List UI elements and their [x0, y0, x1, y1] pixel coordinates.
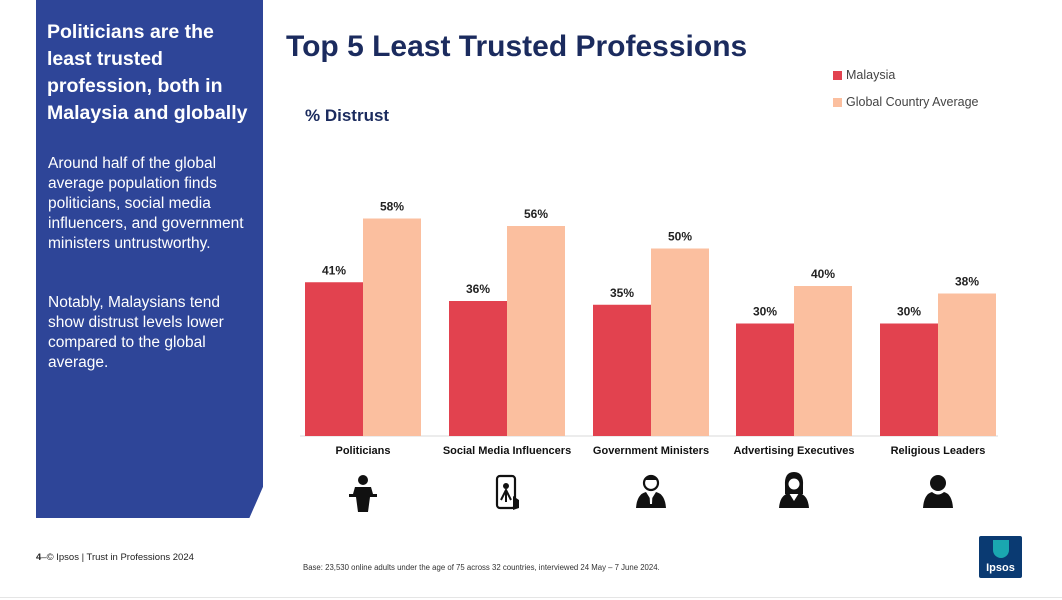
legend-label-global: Global Country Average [846, 95, 979, 109]
bar-malaysia-politicians [305, 282, 363, 436]
data-label-global-social-media-influencers: 56% [524, 207, 548, 221]
legend-swatch-malaysia [833, 70, 842, 80]
category-label-religious-leaders: Religious Leaders [891, 445, 986, 457]
data-label-global-advertising-executives: 40% [811, 267, 835, 281]
category-label-politicians: Politicians [335, 445, 390, 457]
source-text: © Ipsos | Trust in Professions 2024 [46, 552, 194, 563]
bar-malaysia-religious-leaders [880, 323, 938, 436]
bar-malaysia-social-media-influencers [449, 301, 507, 436]
logo-text: Ipsos [986, 562, 1015, 574]
data-label-malaysia-social-media-influencers: 36% [466, 282, 490, 296]
logo-arc-icon [993, 540, 1009, 558]
summary-heading: Politicians are the least trusted profes… [47, 21, 248, 124]
legend-label-malaysia: Malaysia [846, 68, 896, 82]
bar-global-religious-leaders [938, 293, 996, 436]
influencer-phone-icon [495, 474, 519, 510]
data-label-global-politicians: 58% [380, 200, 404, 214]
footer-source: 4–© Ipsos | Trust in Professions 2024 [36, 552, 194, 563]
executive-icon [779, 472, 809, 508]
bar-malaysia-government-ministers [593, 304, 651, 436]
bar-global-social-media-influencers [507, 226, 565, 436]
data-label-global-government-ministers: 50% [668, 230, 692, 244]
legend-item-malaysia: Malaysia [833, 68, 979, 82]
category-label-social-media-influencers: Social Media Influencers [443, 445, 571, 457]
bottom-rule [0, 597, 1062, 598]
legend-swatch-global [833, 97, 842, 107]
bar-malaysia-advertising-executives [736, 323, 794, 436]
page-number: 4 [36, 552, 42, 563]
bar-global-government-ministers [651, 248, 709, 436]
data-label-malaysia-politicians: 41% [322, 263, 346, 277]
y-axis-label: % Distrust [305, 106, 390, 125]
religious-leader-icon [923, 475, 953, 508]
politician-podium-icon [349, 475, 377, 512]
bar-global-advertising-executives [794, 286, 852, 436]
minister-icon [636, 474, 666, 508]
legend-item-global: Global Country Average [833, 95, 979, 109]
bar-global-politicians [363, 218, 421, 436]
data-label-malaysia-advertising-executives: 30% [753, 305, 777, 319]
chart-title: Top 5 Least Trusted Professions [286, 30, 748, 63]
data-label-malaysia-government-ministers: 35% [610, 286, 634, 300]
data-label-malaysia-religious-leaders: 30% [897, 305, 921, 319]
summary-paragraph-1: Around half of the global average popula… [48, 155, 244, 252]
data-label-global-religious-leaders: 38% [955, 275, 979, 289]
base-note: Base: 23,530 online adults under the age… [303, 563, 660, 572]
category-label-government-ministers: Government Ministers [593, 445, 709, 457]
ipsos-logo: Ipsos [979, 536, 1022, 578]
category-label-advertising-executives: Advertising Executives [733, 445, 854, 457]
summary-panel: Politicians are the least trusted profes… [36, 0, 263, 518]
chart-legend: Malaysia Global Country Average [833, 68, 979, 122]
summary-paragraph-2: Notably, Malaysians tend show distrust l… [48, 294, 224, 371]
